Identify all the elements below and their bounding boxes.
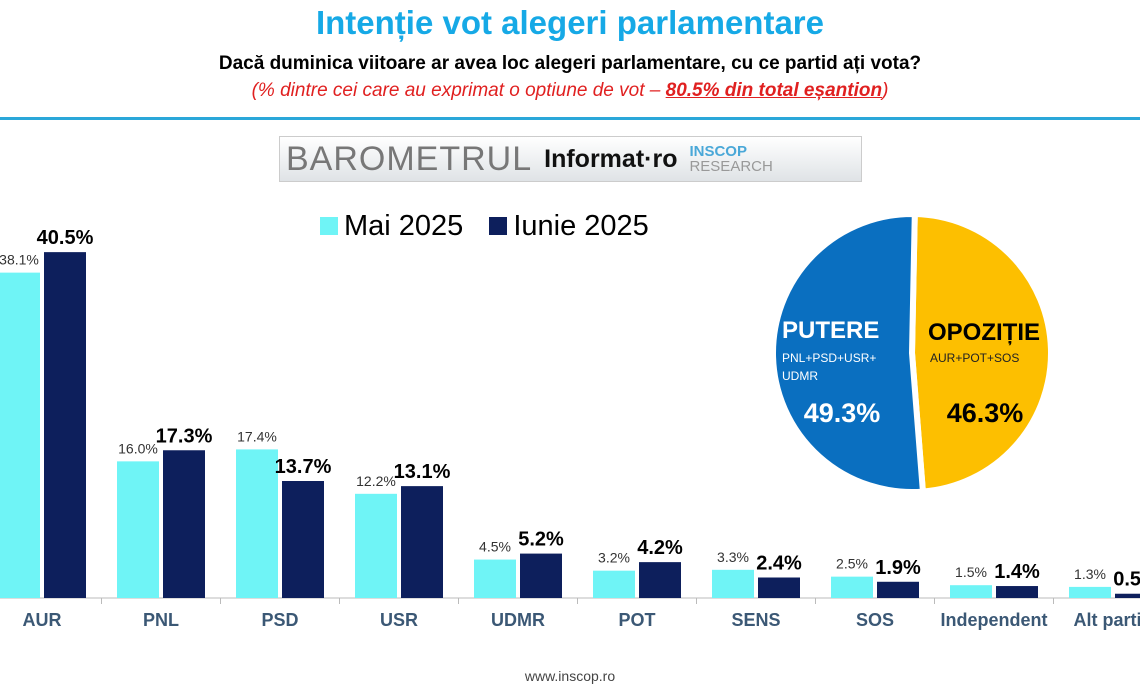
data-label-iunie: 4.2% [637, 537, 683, 559]
legend-label-mai: Mai 2025 [344, 210, 464, 242]
data-label-iunie: 2.4% [756, 553, 802, 575]
bar-iunie [44, 252, 86, 598]
bar-mai [474, 559, 516, 598]
data-label-iunie: 5.2% [518, 529, 564, 551]
data-label-iunie: 1.4% [994, 561, 1040, 583]
legend-swatch-mai [320, 217, 338, 235]
bar-iunie [401, 486, 443, 598]
logo-informat: Informat·ro [544, 144, 678, 173]
sample-note: (% dintre cei care au exprimat o optiune… [0, 80, 1140, 102]
pie-label-putere: PUTERE [782, 317, 879, 344]
bar-iunie [639, 562, 681, 598]
bar-mai [831, 576, 873, 598]
barometer-logo: BAROMETRUL Informat·ro INSCOP RESEARCH [279, 136, 862, 182]
bar-mai [355, 493, 397, 598]
logo-barometrul: BAROMETRUL [286, 139, 533, 178]
data-label-iunie: 13.7% [275, 456, 332, 478]
x-tick-label: Alt partid [1074, 610, 1140, 630]
x-tick-label: Independent [941, 610, 1048, 630]
bar-iunie [163, 450, 205, 598]
data-label-mai: 4.5% [479, 539, 511, 555]
data-label-mai: 1.3% [1074, 566, 1106, 582]
pie-label-opozitie: OPOZIȚIE [928, 319, 1040, 346]
data-label-mai: 12.2% [356, 473, 396, 489]
legend-mai: Mai 2025 [320, 210, 463, 243]
bar-iunie [282, 481, 324, 598]
x-tick-label: AUR [23, 610, 62, 630]
chart-subtitle: Dacă duminica viitoare ar avea loc alege… [218, 53, 922, 74]
bar-iunie [520, 553, 562, 598]
chart-title: Intenție vot alegeri parlamentare [315, 4, 824, 41]
note-emphasis: 80.5% din total eșantion [665, 80, 883, 101]
divider [0, 117, 1140, 120]
pie-value-putere: 49.3% [804, 398, 881, 428]
bar-iunie [1115, 593, 1140, 598]
pie-detail-putere: PNL+PSD+USR+ [782, 351, 876, 365]
bar-mai [1069, 586, 1111, 598]
data-label-mai: 1.5% [955, 564, 987, 580]
data-label-mai: 2.5% [836, 556, 868, 572]
note-prefix: (% dintre cei care au exprimat o optiune… [251, 80, 666, 101]
data-label-iunie: 13.1% [394, 461, 451, 483]
bar-iunie [758, 577, 800, 598]
data-label-mai: 3.3% [717, 549, 749, 565]
pie-slice-putere [770, 211, 927, 495]
pie-value-opozitie: 46.3% [947, 398, 1024, 428]
bar-iunie [877, 581, 919, 598]
data-label-iunie: 17.3% [156, 425, 213, 447]
logo-inscop: INSCOP RESEARCH [689, 144, 772, 174]
data-label-mai: 3.2% [598, 550, 630, 566]
x-tick-label: SOS [856, 610, 894, 630]
data-label-iunie: 0.5% [1113, 569, 1140, 591]
data-label-iunie: 40.5% [37, 227, 94, 249]
data-label-mai: 16.0% [118, 440, 158, 456]
x-tick-label: USR [380, 610, 418, 630]
x-tick-label: SENS [731, 610, 780, 630]
bar-mai [712, 569, 754, 598]
note-suffix: ) [882, 80, 889, 101]
bar-mai [117, 461, 159, 598]
x-tick-label: POT [618, 610, 655, 630]
x-tick-label: PSD [261, 610, 298, 630]
x-tick-label: UDMR [491, 610, 545, 630]
pie-slice-opozitie [908, 210, 1054, 495]
footer-url: www.inscop.ro [524, 668, 616, 684]
pie-detail-opozitie: AUR+POT+SOS [930, 351, 1019, 365]
legend-swatch-iunie [489, 217, 508, 235]
bar-mai [0, 272, 40, 598]
bar-mai [593, 570, 635, 598]
bar-mai [950, 585, 992, 598]
data-label-mai: 38.1% [0, 252, 39, 268]
data-label-iunie: 1.9% [875, 557, 921, 579]
logo-inscop-text: INSCOP [689, 143, 747, 160]
legend: Mai 2025 Iunie 2025 [320, 210, 649, 243]
bar-iunie [996, 586, 1038, 598]
x-tick-label: PNL [143, 610, 179, 630]
data-label-mai: 17.4% [237, 428, 277, 444]
legend-label-iunie: Iunie 2025 [513, 210, 649, 242]
logo-research-text: RESEARCH [689, 158, 773, 175]
pie-detail-putere-2: UDMR [782, 369, 818, 383]
legend-iunie: Iunie 2025 [489, 210, 649, 243]
bar-mai [236, 449, 278, 598]
